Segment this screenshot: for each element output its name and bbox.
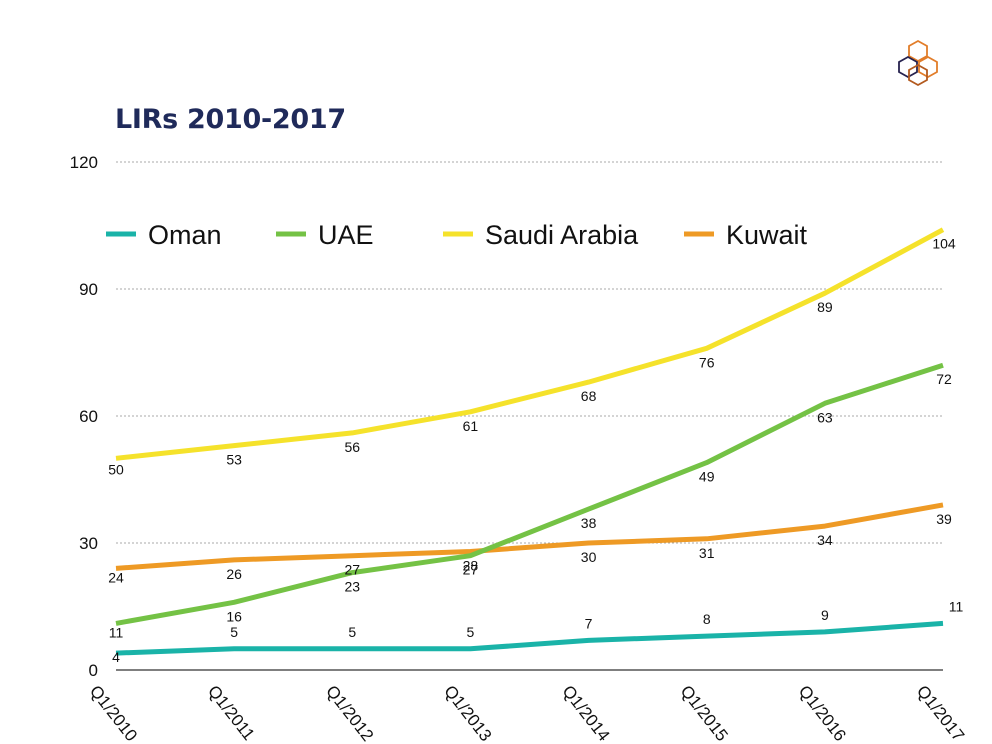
data-label: 31 bbox=[699, 545, 715, 561]
data-label: 30 bbox=[581, 549, 597, 565]
data-label: 34 bbox=[817, 532, 833, 548]
data-label: 63 bbox=[817, 409, 833, 425]
y-tick-label: 0 bbox=[89, 661, 98, 680]
data-label: 26 bbox=[226, 566, 242, 582]
legend-label: Oman bbox=[148, 220, 222, 250]
data-label: 5 bbox=[467, 624, 475, 640]
data-label: 38 bbox=[581, 515, 597, 531]
x-tick-label: Q1/2012 bbox=[322, 682, 377, 744]
data-labels: 45 5 57 8 9111116232738496372505356616876891… bbox=[108, 236, 963, 665]
data-label: 56 bbox=[344, 439, 360, 455]
data-label: 16 bbox=[226, 608, 242, 624]
data-label: 53 bbox=[226, 452, 242, 468]
y-tick-label: 60 bbox=[79, 407, 98, 426]
data-label: 8 bbox=[703, 611, 711, 627]
data-label: 49 bbox=[699, 469, 715, 485]
legend-label: UAE bbox=[318, 220, 374, 250]
x-axis-ticks: Q1/2010 Q1/2011 Q1/2012 Q1/2013 Q1/2014 Q1/20… bbox=[86, 682, 968, 744]
series-lines bbox=[115, 227, 945, 656]
x-tick-label: Q1/2011 bbox=[204, 682, 258, 744]
data-label: 28 bbox=[463, 557, 479, 573]
data-label: 104 bbox=[932, 236, 956, 252]
hexagon-cube-logo-icon bbox=[898, 39, 938, 87]
grid-lines bbox=[116, 161, 943, 671]
x-tick-label: Q1/2015 bbox=[677, 682, 732, 744]
data-label: 11 bbox=[949, 598, 964, 614]
data-label: 27 bbox=[463, 562, 479, 578]
chart-title: LIRs 2010-2017 bbox=[115, 104, 346, 135]
data-label: 5 bbox=[348, 624, 356, 640]
x-tick-label: Q1/2016 bbox=[795, 682, 850, 744]
series-line-oman bbox=[115, 620, 944, 656]
x-tick-label: Q1/2010 bbox=[86, 682, 141, 744]
x-tick-label: Q1/2017 bbox=[913, 682, 968, 744]
data-label: 61 bbox=[463, 418, 479, 434]
data-label: 9 bbox=[821, 607, 829, 623]
data-label: 27 bbox=[344, 562, 360, 578]
y-tick-label: 30 bbox=[79, 534, 98, 553]
legend: Oman UAE Saudi Arabia Kuwait bbox=[106, 220, 808, 250]
data-label: 23 bbox=[344, 579, 360, 595]
legend-label: Saudi Arabia bbox=[485, 220, 639, 250]
y-axis-ticks: 0 30 60 90 120 bbox=[70, 153, 98, 680]
legend-label: Kuwait bbox=[726, 220, 808, 250]
series-line-saudi-arabia bbox=[115, 227, 945, 461]
data-label: 24 bbox=[108, 569, 124, 585]
data-label: 5 bbox=[230, 624, 238, 640]
data-label: 11 bbox=[109, 624, 124, 640]
series-line-kuwait bbox=[115, 502, 944, 571]
data-label: 7 bbox=[585, 615, 593, 631]
x-tick-label: Q1/2013 bbox=[440, 682, 495, 744]
x-tick-label: Q1/2014 bbox=[558, 682, 613, 744]
data-label: 50 bbox=[108, 461, 124, 477]
data-label: 4 bbox=[112, 649, 120, 665]
data-label: 76 bbox=[699, 354, 715, 370]
series-line-uae bbox=[115, 362, 944, 626]
data-label: 68 bbox=[581, 388, 597, 404]
y-tick-label: 120 bbox=[70, 153, 98, 172]
y-tick-label: 90 bbox=[79, 280, 98, 299]
data-label: 89 bbox=[817, 299, 833, 315]
data-label: 72 bbox=[936, 371, 952, 387]
data-label: 39 bbox=[936, 511, 952, 527]
